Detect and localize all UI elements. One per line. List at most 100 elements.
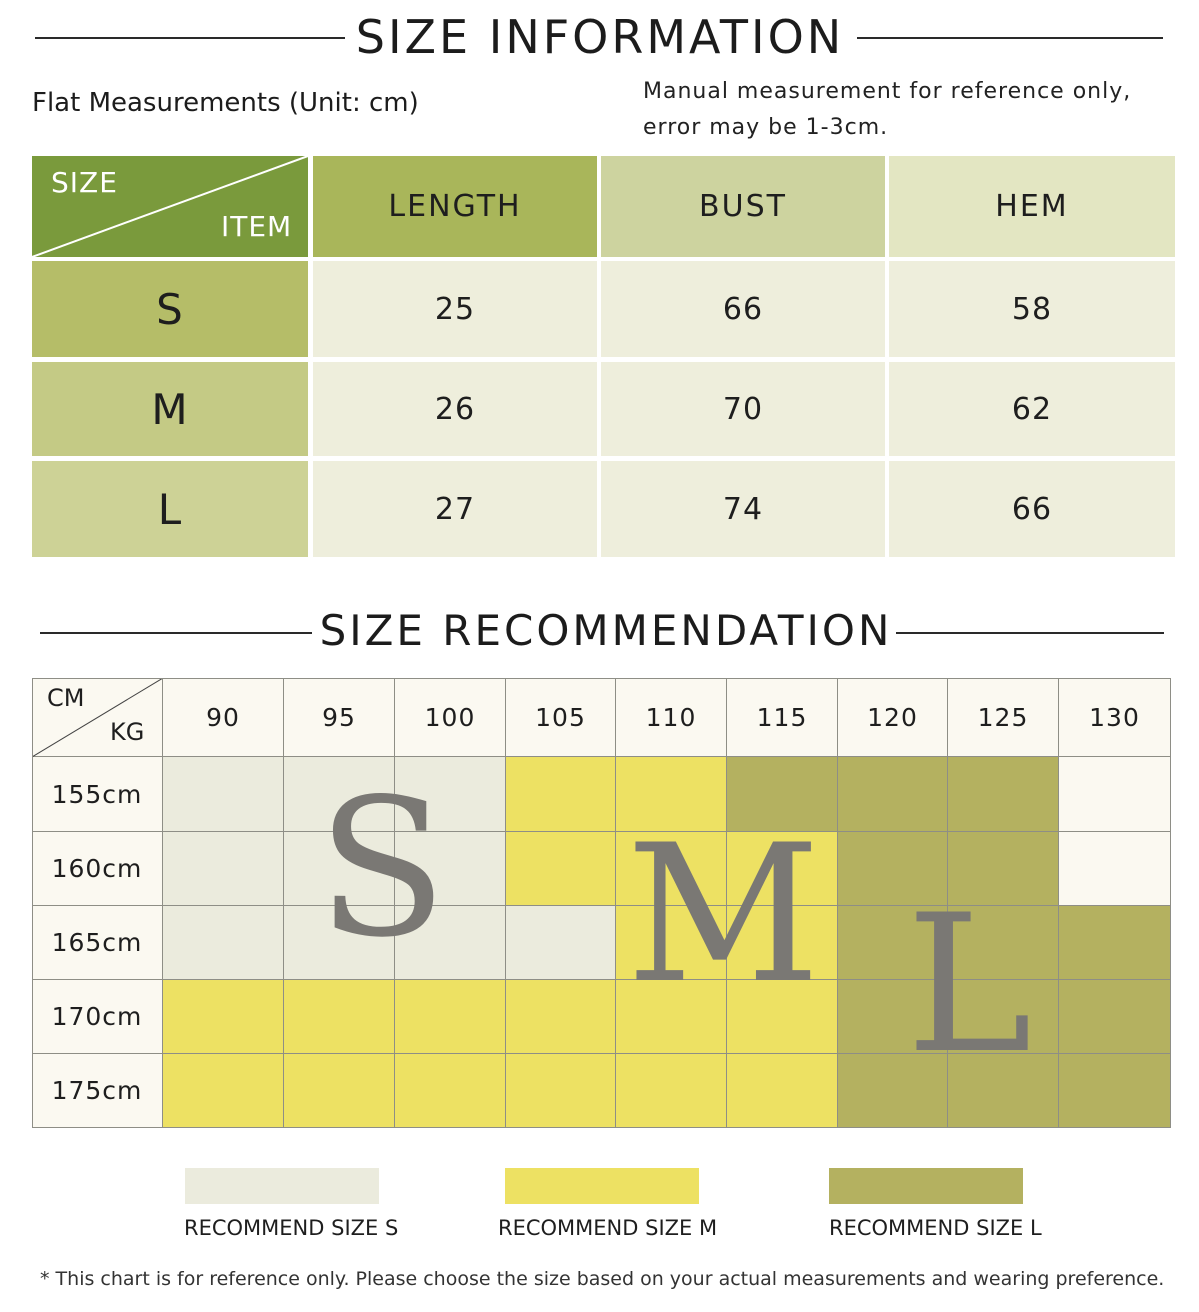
bust-s-value: 66 — [601, 261, 885, 357]
grid-corner-diagonal — [32, 678, 163, 757]
legend-swatch-l — [829, 1168, 1023, 1204]
weight-header-90: 90 — [163, 678, 284, 757]
grid-cell — [838, 757, 948, 832]
grid-cell — [1059, 906, 1171, 980]
grid-cell — [838, 832, 948, 906]
grid-corner-cell: CM KG — [32, 678, 163, 757]
weight-header-130: 130 — [1059, 678, 1171, 757]
height-label-160cm: 160cm — [32, 832, 163, 906]
corner-item-label: ITEM — [221, 210, 293, 243]
grid-cell — [838, 980, 948, 1054]
heading-rule-left — [35, 37, 345, 39]
legend-label-m: RECOMMEND SIZE M — [498, 1216, 718, 1240]
measurement-subtitle: Flat Measurements (Unit: cm) — [32, 88, 419, 118]
length-l-value: 27 — [313, 461, 597, 557]
size-label-l: L — [32, 461, 308, 557]
heading-rule-right — [857, 37, 1163, 39]
bust-m-value: 70 — [601, 362, 885, 456]
height-label-155cm: 155cm — [32, 757, 163, 832]
grid-cell — [395, 757, 506, 832]
grid-cell — [616, 980, 727, 1054]
big-size-letter-l: L — [906, 874, 1033, 1095]
legend-label-s: RECOMMEND SIZE S — [184, 1216, 399, 1240]
weight-header-105: 105 — [506, 678, 616, 757]
grid-cell — [616, 1054, 727, 1128]
grid-cell — [163, 1054, 284, 1128]
weight-header-100: 100 — [395, 678, 506, 757]
column-header-hem: HEM — [889, 156, 1175, 257]
grid-cell — [616, 757, 727, 832]
hem-l-value: 66 — [889, 461, 1175, 557]
grid-cell — [838, 906, 948, 980]
size-recommendation-grid: CM KG 90 95 100 105 110 115 120 125 130 155cm 160cm 1… — [32, 678, 1171, 1128]
bust-l-value: 74 — [601, 461, 885, 557]
weight-header-125: 125 — [948, 678, 1059, 757]
grid-cell — [284, 757, 395, 832]
grid-cell — [616, 832, 727, 906]
grid-cell — [1059, 757, 1171, 832]
big-size-letter-s: S — [317, 758, 448, 979]
grid-outline — [32, 678, 1171, 1128]
grid-cell — [838, 1054, 948, 1128]
height-label-165cm: 165cm — [32, 906, 163, 980]
grid-cell — [506, 1054, 616, 1128]
measurement-note: Manual measurement for reference only, e… — [643, 74, 1131, 146]
grid-cell — [1059, 980, 1171, 1054]
legend-label-l: RECOMMEND SIZE L — [829, 1216, 1042, 1240]
grid-cell — [727, 757, 838, 832]
grid-cell — [727, 980, 838, 1054]
grid-cell — [506, 832, 616, 906]
table-corner-cell: SIZE ITEM — [32, 156, 308, 257]
weight-header-120: 120 — [838, 678, 948, 757]
grid-cell — [506, 757, 616, 832]
rec-heading-rule-left — [40, 632, 312, 634]
grid-cell — [395, 832, 506, 906]
grid-cell — [163, 757, 284, 832]
grid-cell — [284, 1054, 395, 1128]
grid-cell — [506, 980, 616, 1054]
measurement-note-line2: error may be 1-3cm. — [643, 115, 889, 140]
grid-cell — [506, 906, 616, 980]
grid-cell — [395, 906, 506, 980]
grid-cell — [163, 832, 284, 906]
corner-size-label: SIZE — [51, 166, 118, 199]
size-rec-title: SIZE RECOMMENDATION — [319, 606, 893, 655]
grid-cell — [284, 832, 395, 906]
legend-swatch-m — [505, 1168, 699, 1204]
big-size-letter-m: M — [626, 804, 821, 1025]
column-header-bust: BUST — [601, 156, 885, 257]
legend-swatch-s — [185, 1168, 379, 1204]
grid-cell — [616, 906, 727, 980]
grid-cell — [948, 832, 1059, 906]
grid-cell — [284, 906, 395, 980]
rec-heading-rule-right — [896, 632, 1164, 634]
grid-cell — [1059, 1054, 1171, 1128]
grid-cell — [163, 980, 284, 1054]
grid-cell — [1059, 832, 1171, 906]
hem-m-value: 62 — [889, 362, 1175, 456]
length-s-value: 25 — [313, 261, 597, 357]
size-info-title: SIZE INFORMATION — [355, 10, 845, 64]
length-m-value: 26 — [313, 362, 597, 456]
grid-cell — [948, 1054, 1059, 1128]
size-label-s: S — [32, 261, 308, 357]
grid-cell — [284, 980, 395, 1054]
height-label-170cm: 170cm — [32, 980, 163, 1054]
weight-header-110: 110 — [616, 678, 727, 757]
grid-cell — [948, 980, 1059, 1054]
corner-diagonal — [32, 156, 308, 257]
grid-cell — [948, 906, 1059, 980]
weight-header-115: 115 — [727, 678, 838, 757]
grid-cell — [163, 906, 284, 980]
size-label-m: M — [32, 362, 308, 456]
grid-corner-kg-label: KG — [110, 718, 145, 746]
grid-cell — [727, 906, 838, 980]
measurement-table: SIZE ITEM LENGTH BUST HEM S 25 66 58 M 2… — [0, 0, 1199, 560]
grid-cell — [727, 1054, 838, 1128]
weight-header-95: 95 — [284, 678, 395, 757]
grid-cell — [727, 832, 838, 906]
hem-s-value: 58 — [889, 261, 1175, 357]
footer-disclaimer: * This chart is for reference only. Plea… — [40, 1268, 1165, 1290]
column-header-length: LENGTH — [313, 156, 597, 257]
grid-cell — [395, 980, 506, 1054]
